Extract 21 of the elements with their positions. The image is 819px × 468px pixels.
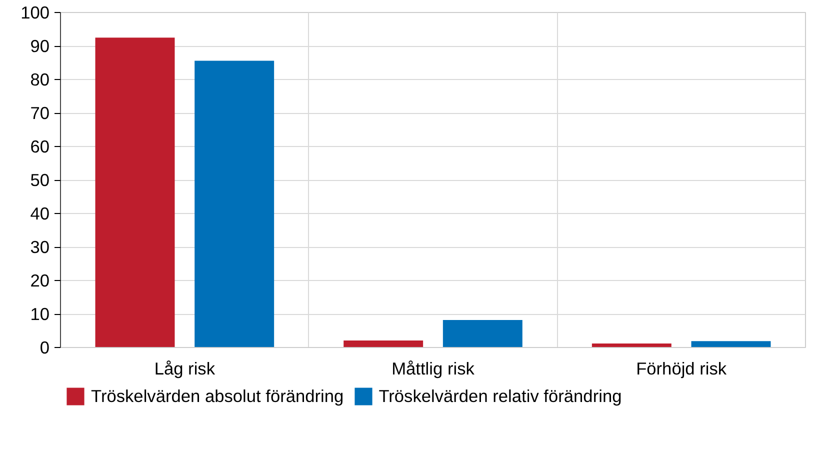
y-tick-label: 80	[30, 70, 50, 90]
bar	[344, 340, 424, 348]
y-tick-label: 20	[30, 270, 50, 290]
y-tick-label: 90	[30, 36, 50, 56]
y-tick-label: 60	[30, 136, 50, 156]
x-tick-label: Låg risk	[154, 358, 216, 378]
bar	[95, 38, 175, 348]
y-tick-label: 0	[40, 338, 50, 358]
bar	[442, 320, 522, 348]
bar	[194, 60, 274, 348]
y-tick-label: 40	[30, 204, 50, 224]
y-tick-label: 50	[30, 170, 50, 190]
legend-label: Tröskelvärden absolut förändring	[91, 386, 344, 406]
y-tick-label: 30	[30, 237, 50, 257]
legend-label: Tröskelvärden relativ förändring	[378, 386, 622, 406]
bar	[691, 341, 771, 348]
y-tick-label: 10	[30, 304, 50, 324]
x-tick-label: Förhöjd risk	[636, 358, 727, 378]
y-tick-label: 100	[20, 2, 50, 22]
y-tick-label: 70	[30, 103, 50, 123]
x-tick-label: Måttlig risk	[392, 358, 475, 378]
